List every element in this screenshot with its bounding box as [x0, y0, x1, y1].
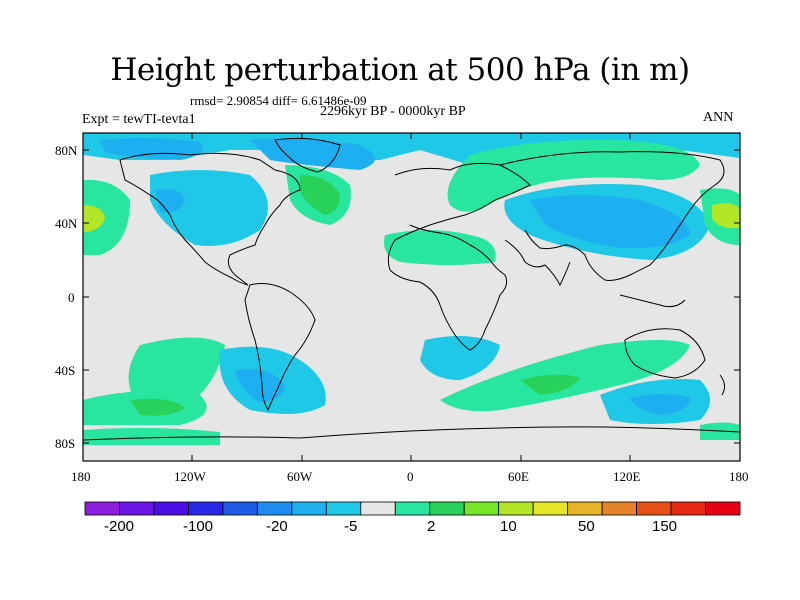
north-america-blue	[155, 188, 185, 213]
arctic-blue-patch-2	[100, 137, 203, 160]
southern-ocean-green-core	[520, 374, 580, 395]
colorbar-box-5	[256, 501, 293, 516]
colorbar-box-17	[670, 501, 706, 516]
colorbar-box-4	[222, 501, 258, 516]
lon-label-120e: 120E	[613, 469, 641, 484]
arctic-blue-patch	[250, 138, 375, 170]
north-atlantic-green-core	[300, 175, 340, 215]
lon-label-180-east: 180	[729, 469, 749, 484]
colorbar-box-3	[188, 501, 224, 516]
colorbar-box-15	[601, 501, 637, 516]
south-indian-cyan	[420, 336, 500, 380]
anomaly-fields	[83, 133, 740, 445]
lon-label-60e: 60E	[508, 469, 529, 484]
sahara-green	[384, 230, 496, 265]
north-america-cyan	[150, 170, 268, 246]
label-2: 2	[427, 518, 436, 535]
rmsd-diff-text: rmsd= 2.90854 diff= 6.61486e-09	[190, 93, 367, 108]
lat-label-40n: 40N	[55, 216, 78, 231]
colorbar-box-7	[325, 501, 362, 516]
time-period-label: 2296kyr BP - 0000kyr BP	[320, 104, 466, 119]
label-neg5: -5	[344, 518, 358, 535]
label-neg20: -20	[266, 518, 288, 535]
colorbar	[84, 501, 741, 516]
axis-ticks	[82, 133, 740, 461]
colorbar-box-11	[463, 501, 500, 516]
colorbar-box-1	[119, 501, 155, 516]
colorbar-box-14	[567, 501, 603, 516]
southern-ocean-east-blue	[630, 394, 690, 415]
lat-label-80n: 80N	[55, 143, 78, 158]
dateline-west-core	[83, 205, 105, 232]
lat-label-0: 0	[68, 290, 75, 305]
lon-label-120w: 120W	[174, 469, 206, 484]
dateline-east-core	[712, 203, 740, 229]
colorbar-box-12	[498, 501, 534, 516]
lon-label-180-west: 180	[71, 469, 91, 484]
south-america-blue	[235, 369, 285, 402]
label-10: 10	[500, 518, 517, 535]
lon-label-60w: 60W	[287, 469, 313, 484]
colorbar-box-9	[394, 501, 431, 516]
colorbar-box-16	[636, 501, 672, 516]
colorbar-box-2	[153, 501, 189, 516]
lon-label-0: 0	[407, 469, 414, 484]
coastlines	[83, 137, 740, 441]
colorbar-box-0	[84, 501, 120, 516]
colorbar-box-18	[705, 501, 741, 516]
south-pacific-green-core	[130, 398, 185, 416]
map-panel	[83, 133, 740, 461]
colorbar-box-8	[360, 501, 396, 516]
north-pacific-blue	[530, 195, 690, 249]
dateline-west-green	[83, 179, 130, 255]
colorbar-box-13	[532, 501, 569, 516]
label-150: 150	[652, 518, 678, 535]
label-50: 50	[578, 518, 595, 535]
page-title: Height perturbation at 500 hPa (in m)	[110, 52, 690, 88]
antarctic-green-west	[83, 427, 220, 445]
lat-label-80s: 80S	[55, 436, 76, 451]
label-neg100: -100	[183, 518, 214, 535]
experiment-label: Expt = tewTI-tevta1	[82, 112, 196, 127]
colorbar-box-10	[429, 501, 465, 516]
lat-label-40s: 40S	[55, 363, 76, 378]
colorbar-box-6	[291, 501, 327, 516]
season-label: ANN	[703, 110, 734, 125]
label-neg200: -200	[104, 518, 135, 535]
